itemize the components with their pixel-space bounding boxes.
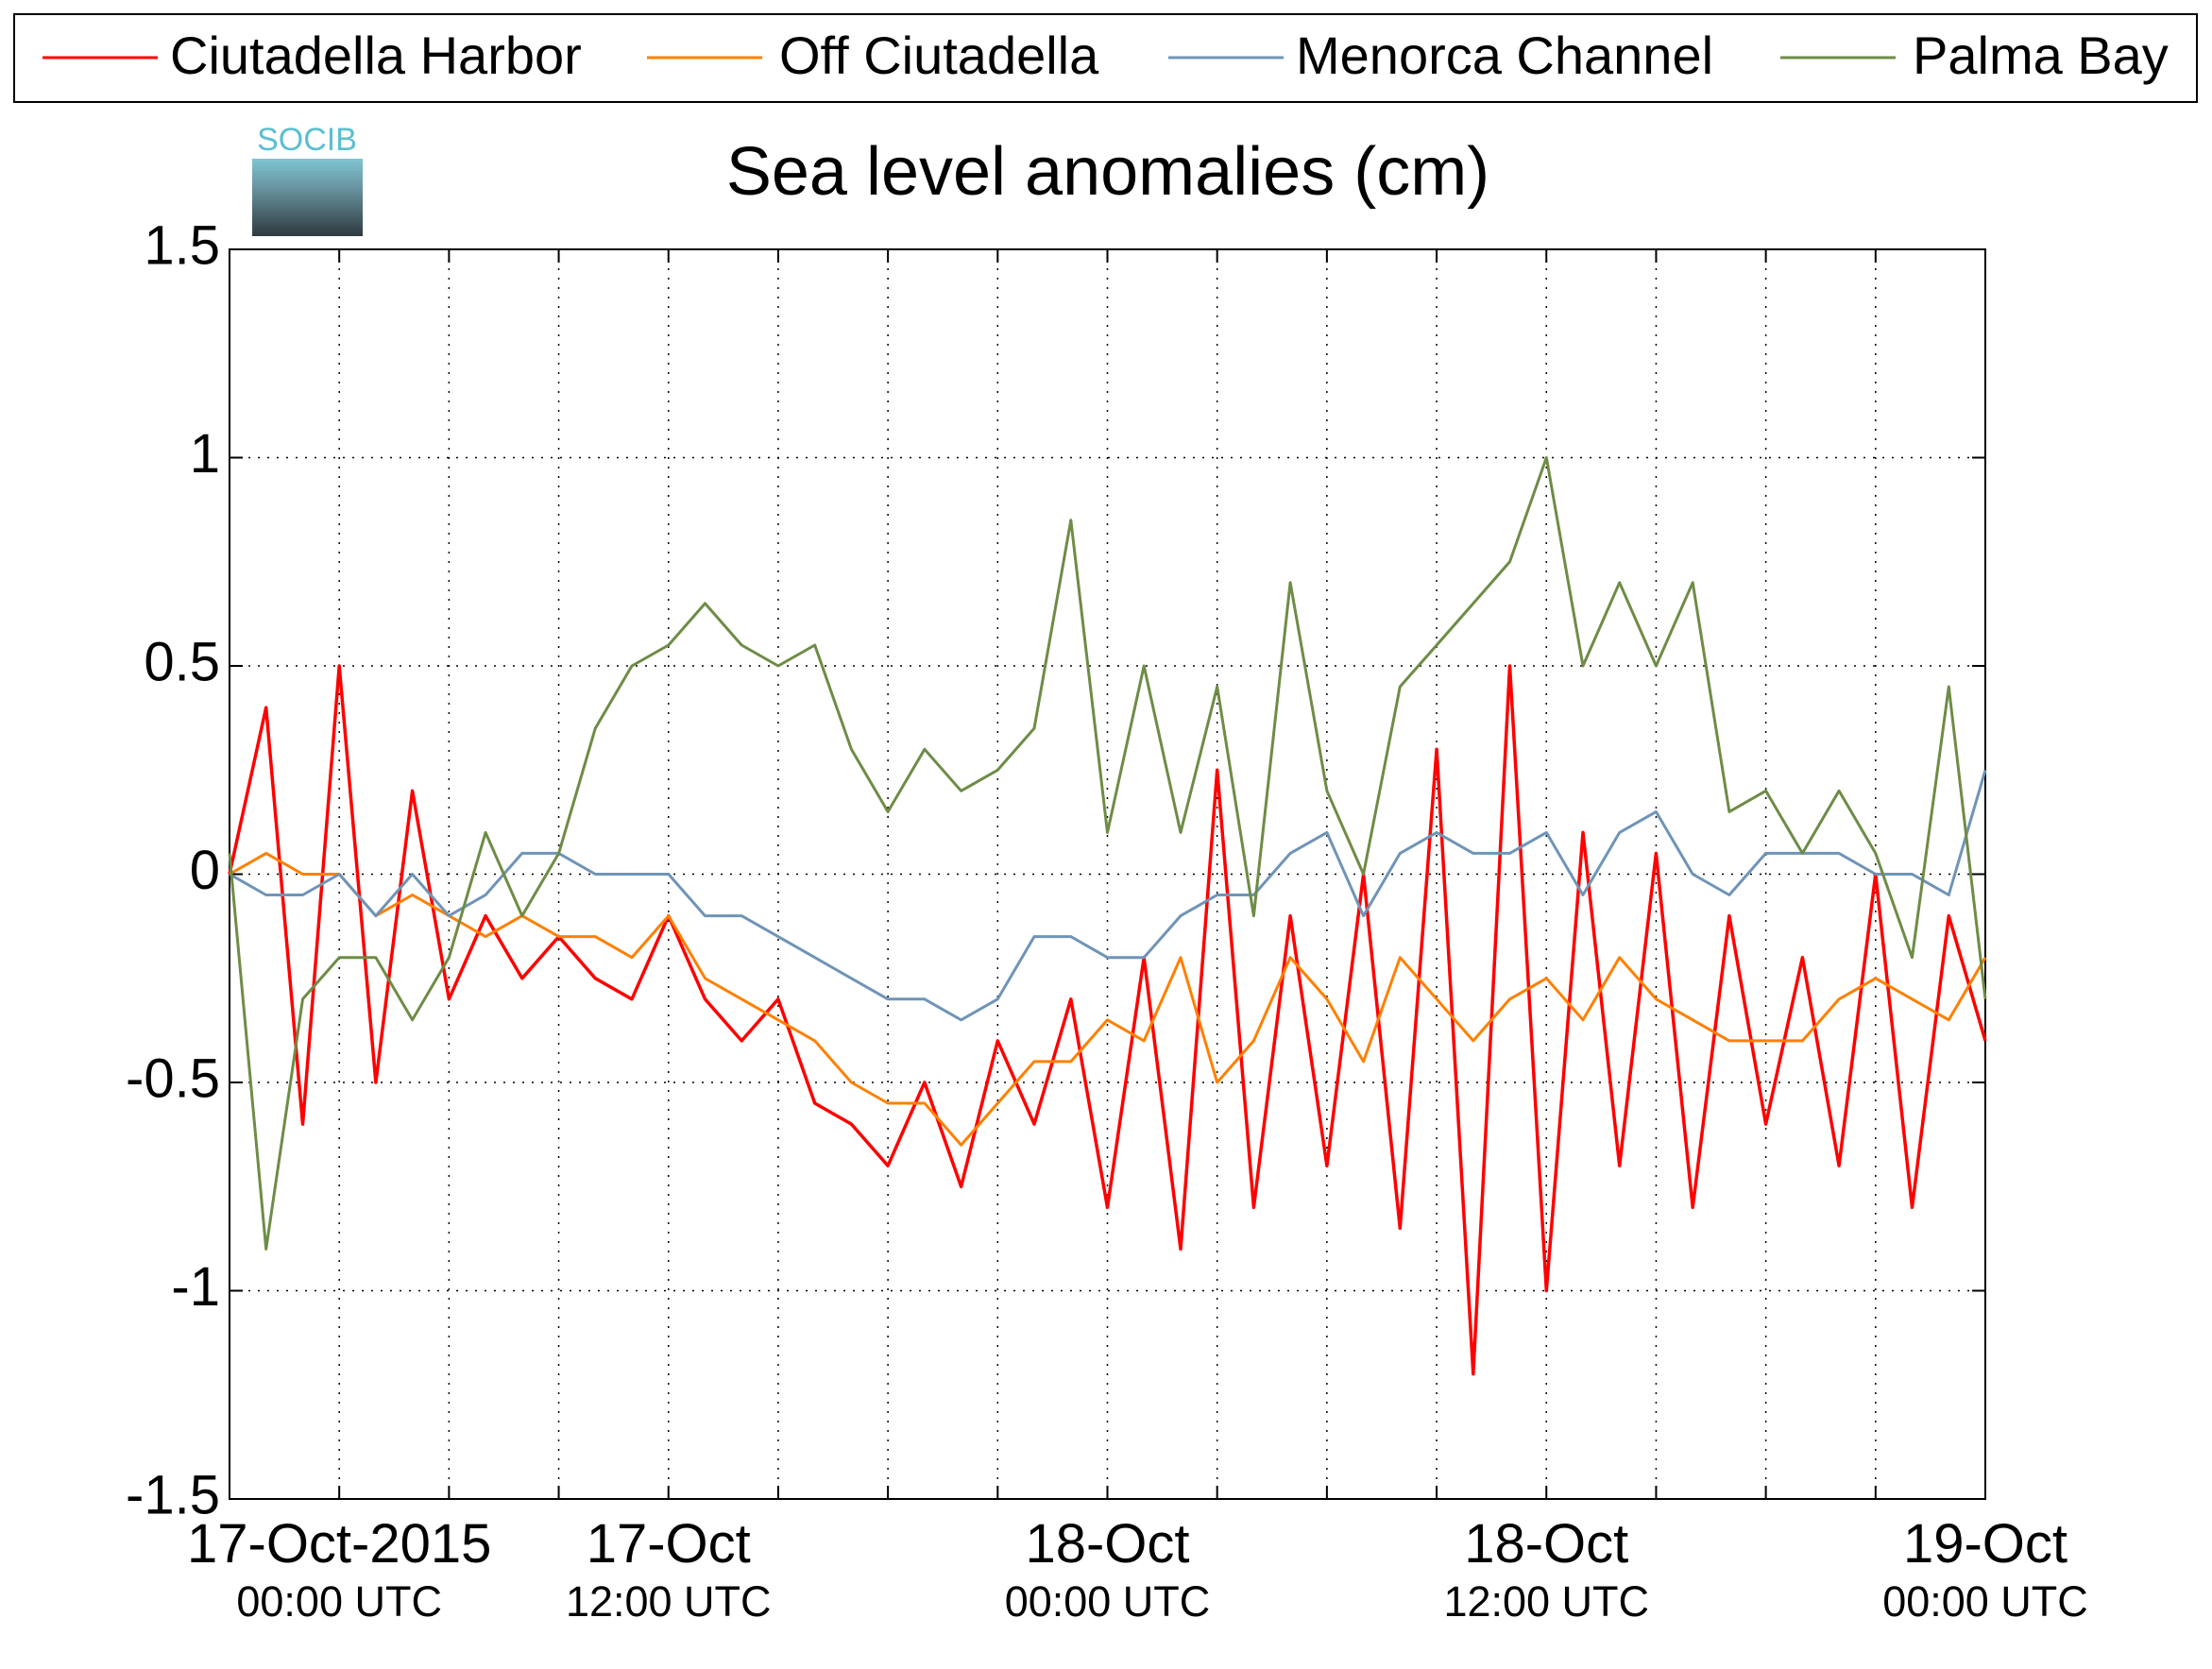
series-line — [228, 456, 1987, 1251]
x-tick-label: 19-Oct 00:00 UTC — [1882, 1513, 2088, 1626]
y-tick-label: 0.5 — [144, 631, 220, 692]
y-tick-label: -1.5 — [126, 1464, 220, 1525]
legend-label: Off Ciutadella — [779, 26, 1099, 85]
chart-title: Sea level anomalies (cm) — [726, 134, 1489, 210]
y-tick-label: 1.5 — [144, 214, 220, 276]
y-tick-label: -1 — [171, 1256, 220, 1318]
logo-text: SOCIB — [257, 122, 357, 158]
y-tick-label: -0.5 — [126, 1047, 220, 1109]
legend-label: Menorca Channel — [1296, 26, 1713, 85]
series-line — [228, 664, 1987, 1376]
y-tick-label: 1 — [190, 423, 220, 485]
logo-image — [252, 159, 363, 236]
x-tick-label: 18-Oct 12:00 UTC — [1443, 1513, 1649, 1626]
series-line — [229, 769, 1987, 1022]
x-tick-label: 17-Oct 12:00 UTC — [566, 1513, 772, 1626]
x-tick-label: 18-Oct 00:00 UTC — [1005, 1513, 1211, 1626]
legend-label: Palma Bay — [1913, 26, 2169, 85]
y-tick-label: 0 — [190, 840, 220, 901]
x-tick-label: 17-Oct-2015 00:00 UTC — [187, 1513, 491, 1626]
legend-label: Ciutadella Harbor — [170, 26, 582, 85]
